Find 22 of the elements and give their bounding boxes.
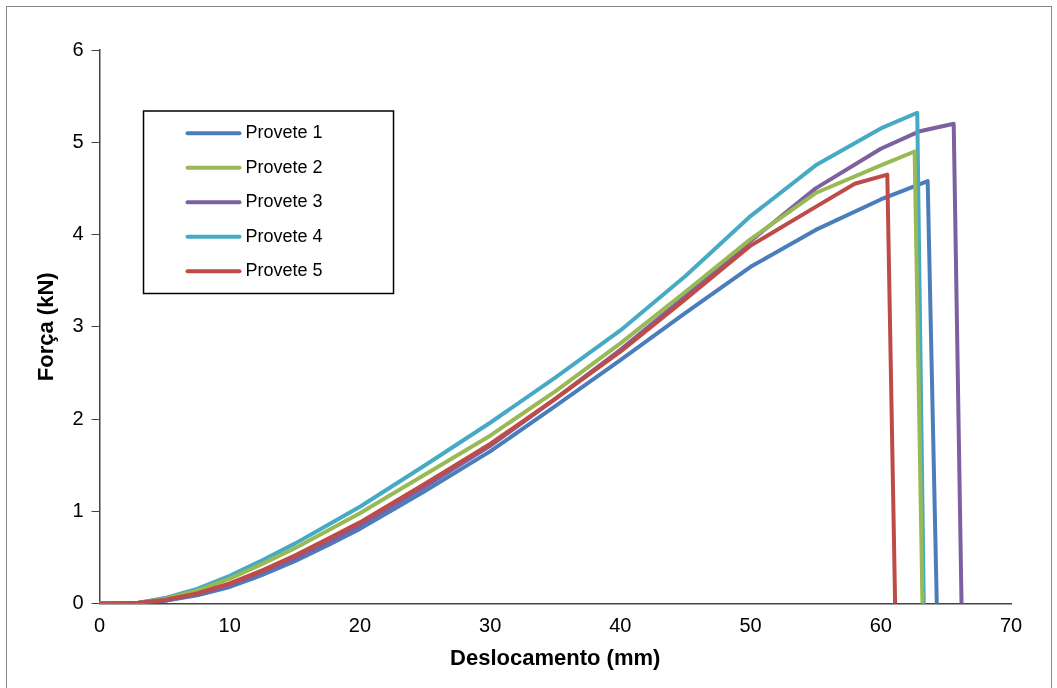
y-axis-title: Força (kN) <box>33 272 59 382</box>
y-tick-label: 0 <box>72 591 84 614</box>
y-tick-label: 5 <box>72 129 84 152</box>
y-tick-label: 6 <box>72 37 84 60</box>
legend-label: Provete 3 <box>245 191 323 212</box>
x-tick-label: 30 <box>479 614 502 637</box>
x-tick-label: 0 <box>93 614 106 637</box>
x-tick-label: 10 <box>218 614 241 637</box>
x-tick-label: 60 <box>869 614 892 637</box>
x-tick-label: 40 <box>609 614 632 637</box>
y-tick-label: 1 <box>72 498 84 521</box>
x-tick-label: 50 <box>739 614 762 637</box>
legend-label: Provete 5 <box>245 260 323 281</box>
x-tick-label: 20 <box>348 614 372 637</box>
x-axis-title: Deslocamento (mm) <box>450 644 661 670</box>
legend-label: Provete 4 <box>245 225 323 246</box>
x-tick-label: 70 <box>999 614 1023 637</box>
legend-label: Provete 2 <box>245 156 323 177</box>
y-tick-label: 3 <box>72 314 84 337</box>
legend-label: Provete 1 <box>245 122 323 143</box>
y-tick-label: 2 <box>72 406 84 429</box>
y-tick-label: 4 <box>72 222 84 245</box>
